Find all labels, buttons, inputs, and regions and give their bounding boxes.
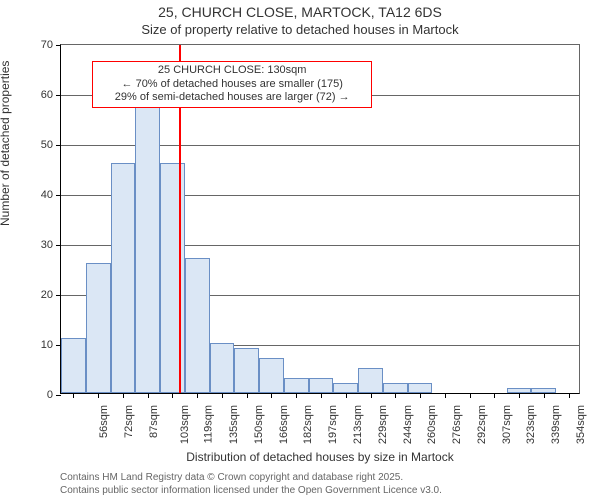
histogram-bar bbox=[86, 263, 111, 393]
xtick-mark bbox=[73, 393, 74, 398]
ytick-mark bbox=[56, 395, 61, 396]
histogram-bar bbox=[259, 358, 284, 393]
histogram-bar bbox=[61, 338, 86, 393]
ytick-label: 20 bbox=[41, 289, 53, 301]
xtick-label: 72sqm bbox=[123, 405, 135, 438]
histogram-bar bbox=[383, 383, 408, 393]
ytick-label: 0 bbox=[47, 389, 53, 401]
ytick-mark bbox=[56, 45, 61, 46]
xtick-mark bbox=[123, 393, 124, 398]
ytick-label: 60 bbox=[41, 89, 53, 101]
xtick-label: 354sqm bbox=[575, 405, 587, 444]
plot-area: 01020304050607056sqm72sqm87sqm103sqm119s… bbox=[60, 44, 580, 394]
ytick-mark bbox=[56, 245, 61, 246]
xtick-mark bbox=[247, 393, 248, 398]
xtick-label: 276sqm bbox=[451, 405, 463, 444]
xtick-label: 244sqm bbox=[402, 405, 414, 444]
xtick-label: 103sqm bbox=[179, 405, 191, 444]
xtick-label: 56sqm bbox=[98, 405, 110, 438]
xtick-mark bbox=[371, 393, 372, 398]
xtick-label: 260sqm bbox=[426, 405, 438, 444]
ytick-mark bbox=[56, 195, 61, 196]
xtick-mark bbox=[544, 393, 545, 398]
footer-attribution-1: Contains HM Land Registry data © Crown c… bbox=[60, 472, 403, 483]
histogram-bar bbox=[358, 368, 383, 393]
histogram-bar bbox=[309, 378, 334, 393]
chart-subtitle: Size of property relative to detached ho… bbox=[0, 22, 600, 37]
annotation-box: 25 CHURCH CLOSE: 130sqm← 70% of detached… bbox=[92, 61, 372, 108]
histogram-bar bbox=[160, 163, 185, 393]
ytick-label: 10 bbox=[41, 339, 53, 351]
xtick-label: 135sqm bbox=[228, 405, 240, 444]
ytick-label: 50 bbox=[41, 139, 53, 151]
footer-attribution-2: Contains public sector information licen… bbox=[60, 485, 442, 496]
xtick-mark bbox=[98, 393, 99, 398]
xtick-mark bbox=[321, 393, 322, 398]
chart-container: 25, CHURCH CLOSE, MARTOCK, TA12 6DS Size… bbox=[0, 0, 600, 500]
xtick-mark bbox=[222, 393, 223, 398]
ytick-mark bbox=[56, 95, 61, 96]
xtick-label: 87sqm bbox=[148, 405, 160, 438]
xtick-mark bbox=[445, 393, 446, 398]
xtick-label: 166sqm bbox=[278, 405, 290, 444]
xtick-label: 307sqm bbox=[501, 405, 513, 444]
ytick-mark bbox=[56, 145, 61, 146]
xtick-label: 292sqm bbox=[476, 405, 488, 444]
ytick-label: 30 bbox=[41, 239, 53, 251]
xtick-mark bbox=[197, 393, 198, 398]
xtick-label: 182sqm bbox=[303, 405, 315, 444]
x-axis-label: Distribution of detached houses by size … bbox=[60, 450, 580, 464]
histogram-bar bbox=[234, 348, 259, 393]
histogram-bar bbox=[333, 383, 358, 393]
ytick-label: 40 bbox=[41, 189, 53, 201]
histogram-bar bbox=[135, 103, 160, 393]
xtick-mark bbox=[395, 393, 396, 398]
xtick-mark bbox=[296, 393, 297, 398]
histogram-bar bbox=[185, 258, 210, 393]
xtick-label: 197sqm bbox=[327, 405, 339, 444]
xtick-label: 323sqm bbox=[525, 405, 537, 444]
histogram-bar bbox=[210, 343, 235, 393]
xtick-label: 339sqm bbox=[550, 405, 562, 444]
xtick-mark bbox=[519, 393, 520, 398]
xtick-mark bbox=[271, 393, 272, 398]
chart-title: 25, CHURCH CLOSE, MARTOCK, TA12 6DS bbox=[0, 4, 600, 20]
histogram-bar bbox=[284, 378, 309, 393]
xtick-label: 229sqm bbox=[377, 405, 389, 444]
xtick-mark bbox=[569, 393, 570, 398]
annotation-line: 29% of semi-detached houses are larger (… bbox=[99, 91, 365, 105]
xtick-label: 213sqm bbox=[352, 405, 364, 444]
histogram-bar bbox=[111, 163, 136, 393]
xtick-mark bbox=[420, 393, 421, 398]
xtick-mark bbox=[470, 393, 471, 398]
ytick-label: 70 bbox=[41, 39, 53, 51]
xtick-mark bbox=[346, 393, 347, 398]
xtick-label: 150sqm bbox=[253, 405, 265, 444]
y-axis-label: Number of detached properties bbox=[0, 61, 12, 226]
xtick-label: 119sqm bbox=[203, 405, 215, 443]
histogram-bar bbox=[408, 383, 433, 393]
annotation-line: 25 CHURCH CLOSE: 130sqm bbox=[99, 64, 365, 78]
xtick-mark bbox=[172, 393, 173, 398]
ytick-mark bbox=[56, 295, 61, 296]
xtick-mark bbox=[494, 393, 495, 398]
xtick-mark bbox=[148, 393, 149, 398]
annotation-line: ← 70% of detached houses are smaller (17… bbox=[99, 78, 365, 92]
